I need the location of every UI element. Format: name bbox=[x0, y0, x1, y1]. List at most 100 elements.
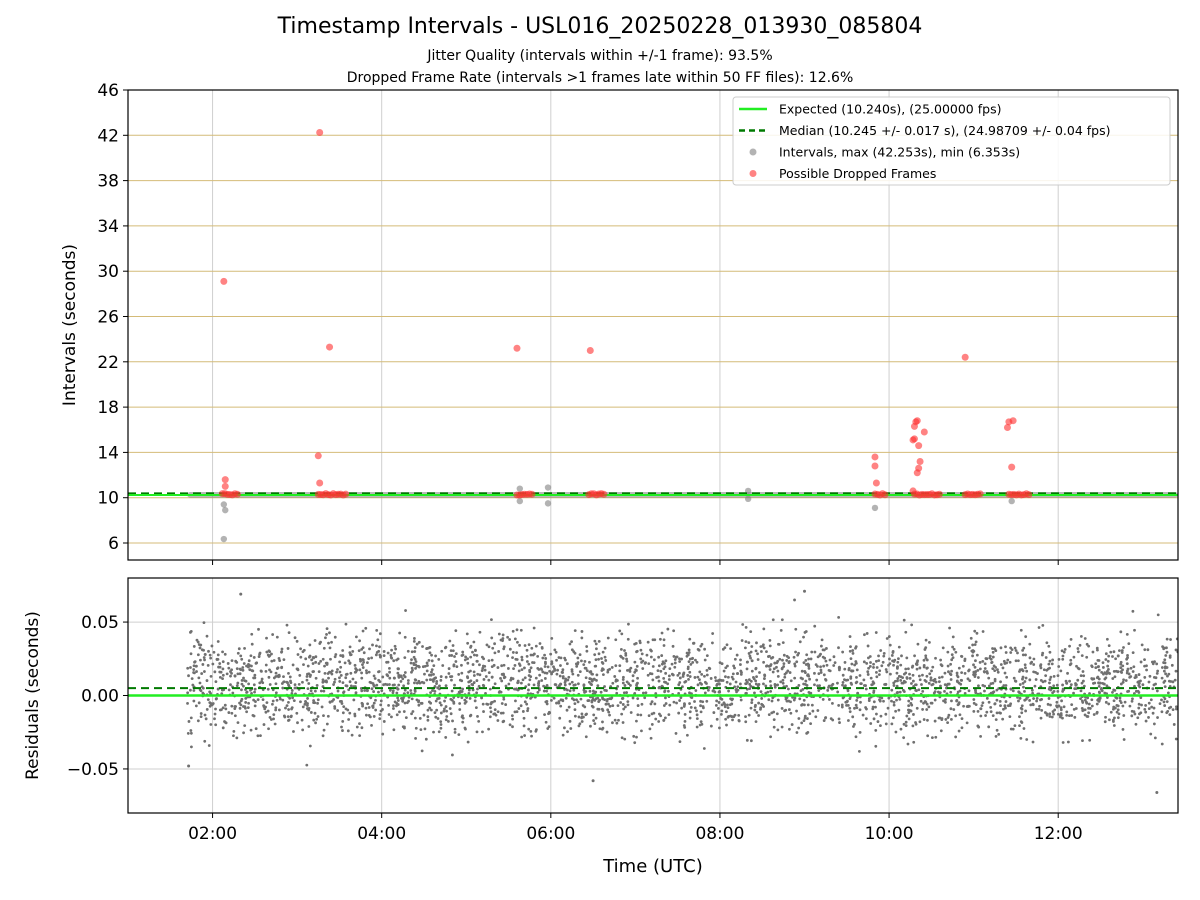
residual-point bbox=[1009, 727, 1013, 731]
residual-point bbox=[732, 664, 736, 668]
residual-point bbox=[722, 669, 726, 673]
residual-point bbox=[715, 717, 719, 721]
residual-point bbox=[543, 677, 547, 680]
residual-point bbox=[938, 676, 941, 680]
residual-point bbox=[1121, 664, 1125, 668]
residual-point bbox=[530, 734, 533, 738]
residual-point bbox=[743, 646, 747, 650]
residual-point bbox=[1030, 688, 1034, 692]
residual-point bbox=[1045, 641, 1049, 645]
residual-point bbox=[601, 650, 605, 654]
residual-point bbox=[899, 727, 903, 731]
residual-point bbox=[613, 718, 617, 722]
residual-point bbox=[618, 664, 622, 668]
residual-point bbox=[1068, 644, 1071, 648]
residual-point bbox=[218, 670, 222, 674]
residual-point bbox=[484, 692, 487, 695]
residual-point bbox=[666, 627, 670, 631]
residual-point bbox=[403, 656, 407, 660]
residual-point bbox=[892, 700, 896, 704]
residual-point bbox=[261, 681, 265, 685]
residual-point bbox=[472, 640, 476, 644]
residual-point bbox=[763, 677, 766, 680]
residual-point bbox=[1070, 703, 1074, 707]
residual-point bbox=[1011, 727, 1015, 731]
residual-point bbox=[1083, 713, 1087, 717]
residual-point bbox=[758, 671, 761, 674]
residual-point bbox=[189, 629, 193, 633]
residual-point bbox=[795, 660, 799, 664]
residual-point bbox=[364, 626, 368, 630]
residual-point bbox=[621, 656, 625, 660]
residual-point bbox=[300, 718, 304, 722]
residual-point bbox=[199, 658, 202, 662]
residual-point bbox=[771, 618, 775, 622]
residual-point bbox=[821, 655, 825, 659]
residual-point bbox=[678, 740, 682, 744]
residual-point bbox=[458, 702, 462, 705]
residual-point bbox=[590, 672, 594, 676]
residual-point bbox=[662, 667, 666, 671]
residual-point bbox=[759, 707, 762, 711]
residual-point bbox=[838, 668, 841, 672]
x-tick-label: 04:00 bbox=[357, 824, 406, 844]
residual-point bbox=[580, 720, 584, 723]
residual-point bbox=[1003, 671, 1007, 675]
residual-point bbox=[1074, 707, 1078, 710]
residual-point bbox=[409, 692, 413, 695]
residual-point bbox=[407, 699, 410, 703]
residual-point bbox=[1072, 691, 1075, 695]
residual-point bbox=[725, 643, 729, 647]
residual-point bbox=[1010, 648, 1014, 652]
residual-point bbox=[595, 673, 599, 677]
residual-point bbox=[859, 700, 862, 704]
residual-point bbox=[443, 699, 446, 703]
residual-point bbox=[623, 705, 627, 709]
residual-point bbox=[650, 712, 654, 716]
residual-point bbox=[1020, 707, 1024, 711]
residual-point bbox=[403, 701, 407, 705]
residual-point bbox=[1150, 705, 1154, 709]
residual-point bbox=[688, 716, 692, 720]
residual-point bbox=[1131, 670, 1135, 673]
residual-point bbox=[720, 662, 724, 666]
residual-point bbox=[290, 706, 294, 710]
residual-point bbox=[695, 725, 699, 729]
residual-point bbox=[840, 703, 844, 707]
dropped-frame-point bbox=[221, 482, 229, 490]
residual-point bbox=[412, 639, 416, 643]
residual-point bbox=[703, 691, 707, 695]
residual-point bbox=[1057, 658, 1061, 661]
residual-point bbox=[807, 657, 811, 661]
residual-point bbox=[736, 685, 740, 689]
residual-point bbox=[591, 779, 595, 783]
residual-point bbox=[364, 713, 368, 717]
residual-point bbox=[202, 621, 206, 625]
residual-point bbox=[789, 700, 792, 704]
residual-point bbox=[316, 698, 320, 702]
residual-point bbox=[832, 664, 836, 667]
residual-point bbox=[996, 668, 999, 672]
residual-point bbox=[395, 713, 399, 717]
residual-point bbox=[426, 664, 429, 667]
residual-point bbox=[381, 708, 384, 711]
residual-point bbox=[323, 671, 327, 675]
residual-point bbox=[314, 660, 318, 664]
dropped-frame-point bbox=[871, 453, 879, 461]
residual-point bbox=[302, 663, 305, 666]
residual-point bbox=[1165, 711, 1169, 715]
residual-point bbox=[189, 716, 193, 720]
residual-point bbox=[1093, 681, 1097, 685]
residual-point bbox=[461, 716, 465, 720]
residual-point bbox=[1047, 662, 1051, 666]
residual-point bbox=[434, 654, 438, 658]
residual-point bbox=[746, 660, 749, 664]
residual-point bbox=[558, 716, 562, 720]
residual-point bbox=[305, 704, 309, 707]
residual-point bbox=[1028, 642, 1032, 646]
residual-point bbox=[675, 701, 678, 705]
residual-point bbox=[939, 684, 942, 688]
residual-point bbox=[270, 652, 273, 656]
residual-point bbox=[693, 676, 697, 679]
residual-point bbox=[427, 646, 430, 650]
